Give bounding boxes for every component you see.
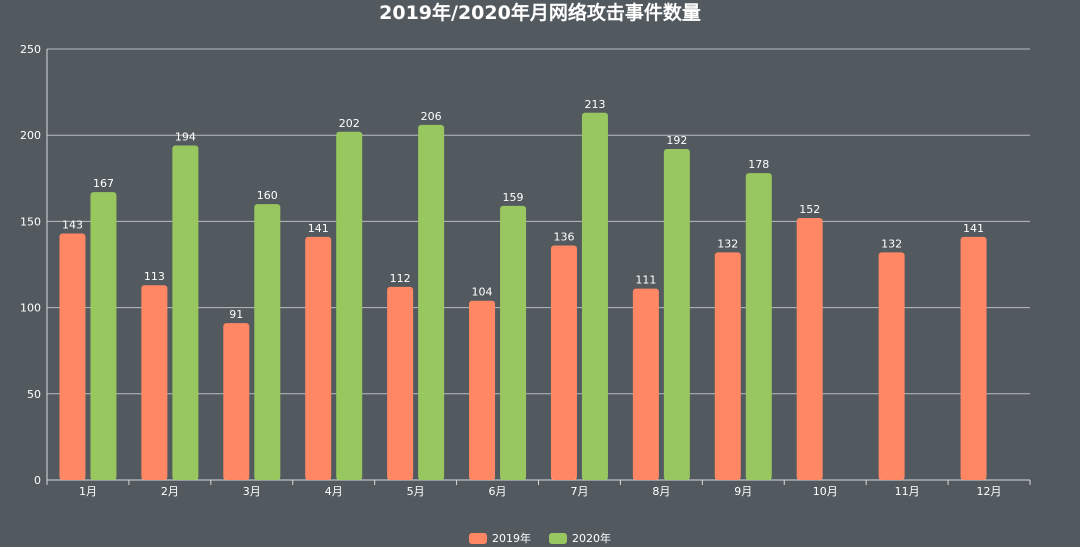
x-tick-label: 8月 (652, 485, 670, 498)
data-label: 202 (339, 117, 360, 130)
y-tick-label: 250 (20, 43, 41, 56)
legend-item-2020[interactable]: 2020年 (549, 530, 611, 546)
bar-2019年-7月[interactable] (550, 245, 577, 480)
x-tick-label: 3月 (243, 485, 261, 498)
data-label: 178 (748, 158, 769, 171)
bar-2020年-2月[interactable] (172, 145, 199, 480)
data-label: 112 (390, 272, 411, 285)
data-label: 206 (421, 110, 442, 123)
bar-2019年-1月[interactable] (59, 233, 86, 480)
data-label: 192 (666, 134, 687, 147)
bar-2019年-8月[interactable] (632, 288, 659, 480)
data-label: 141 (308, 222, 329, 235)
bar-2020年-3月[interactable] (254, 204, 281, 480)
x-tick-label: 10月 (813, 485, 838, 498)
chart-title: 2019年/2020年月网络攻击事件数量 (379, 2, 701, 24)
bar-2019年-12月[interactable] (960, 236, 987, 480)
bar-2019年-9月[interactable] (714, 252, 741, 480)
data-label: 91 (229, 308, 243, 321)
x-tick-label: 9月 (734, 485, 752, 498)
x-tick-label: 12月 (977, 485, 1002, 498)
legend: 2019年 2020年 (0, 530, 1080, 546)
y-tick-label: 150 (20, 215, 41, 228)
legend-label-2019: 2019年 (492, 532, 531, 545)
bar-2020年-9月[interactable] (745, 173, 772, 481)
data-label: 132 (717, 237, 738, 250)
bar-2019年-5月[interactable] (387, 286, 414, 480)
bar-2019年-4月[interactable] (305, 236, 332, 480)
data-label: 213 (584, 98, 605, 111)
data-label: 141 (963, 222, 984, 235)
y-tick-label: 0 (34, 474, 41, 487)
bar-2020年-6月[interactable] (500, 205, 527, 480)
bar-2019年-6月[interactable] (469, 300, 496, 480)
data-label: 194 (175, 131, 196, 144)
bar-2020年-5月[interactable] (418, 124, 445, 480)
bar-2020年-7月[interactable] (581, 112, 608, 481)
data-label: 160 (257, 189, 278, 202)
data-label: 159 (503, 191, 524, 204)
data-label: 104 (472, 286, 493, 299)
data-label: 111 (635, 274, 656, 287)
data-label: 167 (93, 177, 114, 190)
x-tick-label: 11月 (895, 485, 920, 498)
x-tick-label: 4月 (325, 485, 343, 498)
bar-2020年-4月[interactable] (336, 131, 363, 480)
bar-2019年-10月[interactable] (796, 217, 823, 480)
legend-swatch-2020 (549, 532, 567, 544)
data-label: 136 (553, 231, 574, 244)
bar-2019年-3月[interactable] (223, 323, 250, 480)
y-tick-label: 100 (20, 302, 41, 315)
bar-2020年-1月[interactable] (90, 192, 117, 481)
bar-2019年-2月[interactable] (141, 285, 168, 480)
y-tick-label: 200 (20, 129, 41, 142)
data-label: 143 (62, 218, 83, 231)
x-tick-label: 7月 (570, 485, 588, 498)
bar-2019年-11月[interactable] (878, 252, 905, 480)
data-label: 132 (881, 237, 902, 250)
data-label: 113 (144, 270, 165, 283)
x-tick-label: 5月 (407, 485, 425, 498)
x-tick-label: 1月 (79, 485, 97, 498)
y-tick-label: 50 (27, 388, 41, 401)
legend-swatch-2019 (469, 532, 487, 544)
x-tick-label: 6月 (489, 485, 507, 498)
legend-label-2020: 2020年 (572, 532, 611, 545)
legend-item-2019[interactable]: 2019年 (469, 530, 531, 546)
x-tick-label: 2月 (161, 485, 179, 498)
bar-2020年-8月[interactable] (663, 148, 690, 480)
data-label: 152 (799, 203, 820, 216)
